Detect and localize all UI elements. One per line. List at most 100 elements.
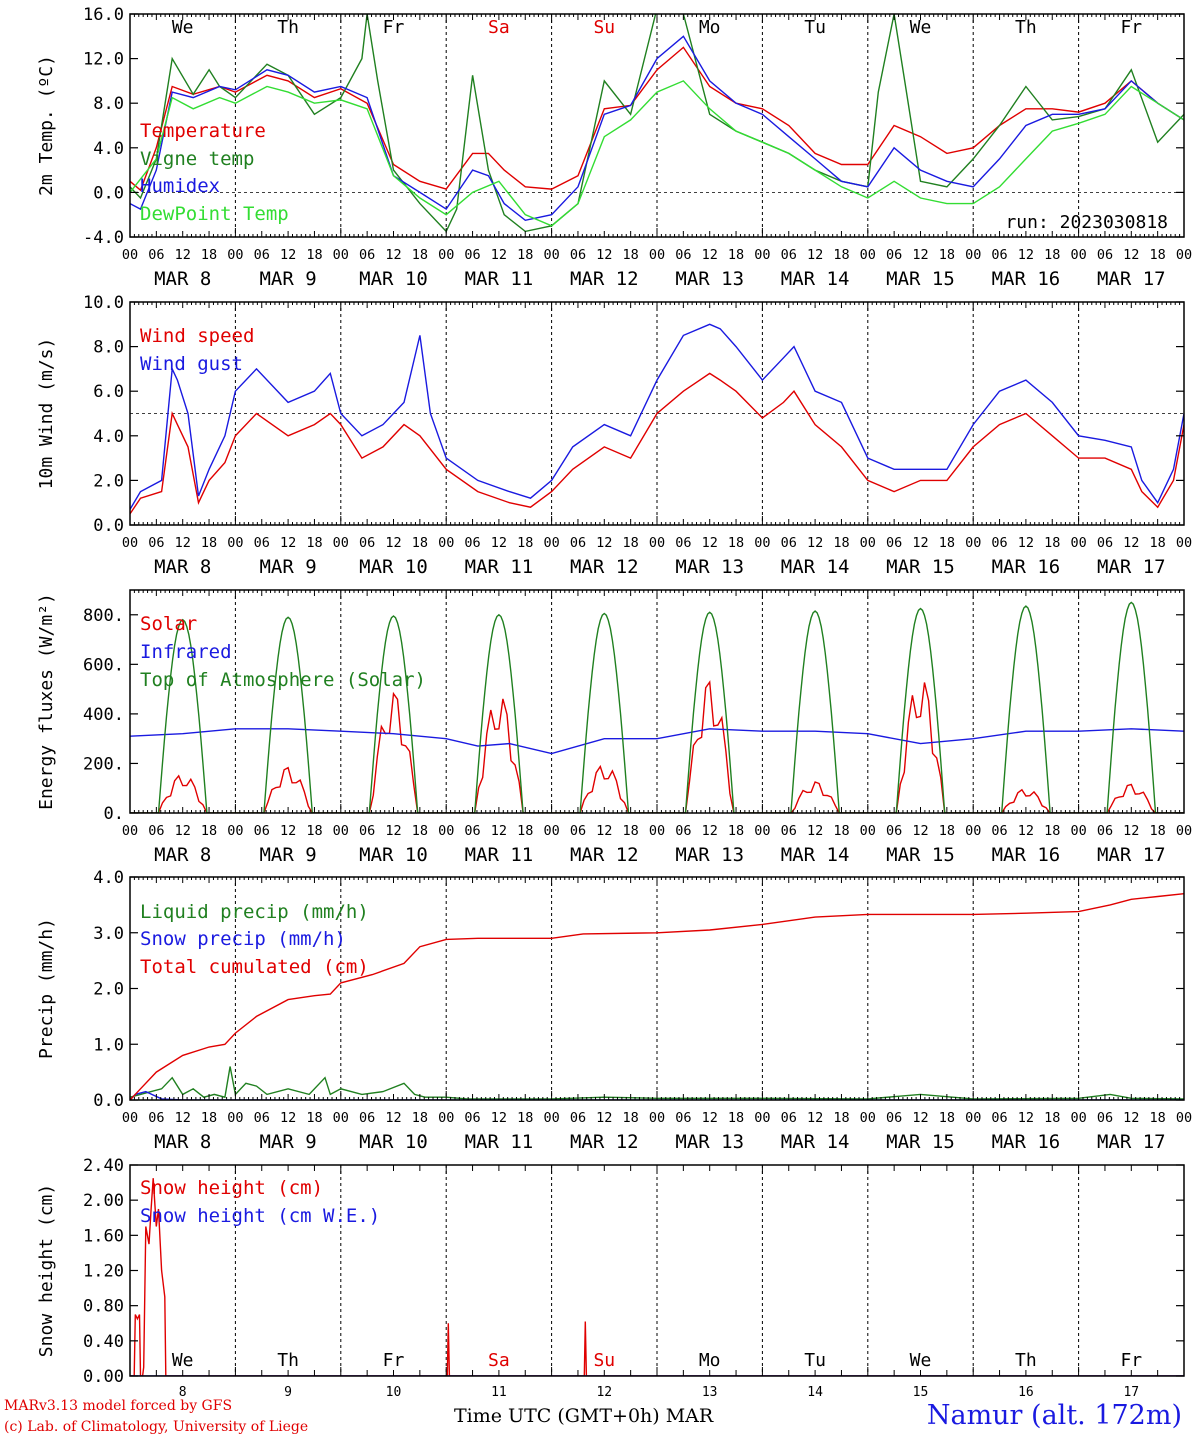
hour-tick-label: 06 [1097,247,1113,263]
hour-tick-label: 18 [1044,535,1060,551]
hour-tick-label: 00 [965,1110,981,1126]
date-label: MAR 9 [259,268,316,290]
hour-tick-label: 18 [623,535,639,551]
y-tick-label: 8.0 [93,338,124,358]
date-label: MAR 13 [675,1131,744,1153]
hour-tick-label: 06 [675,247,691,263]
date-label: MAR 15 [886,268,955,290]
day-of-week-label: Fr [1120,17,1142,38]
hour-tick-label: 18 [1044,823,1060,839]
hour-tick-label: 12 [280,1110,296,1126]
y-tick-label: 200. [83,754,124,774]
date-label: MAR 17 [1097,268,1166,290]
series-line-Total cumulated (cm) [130,893,1184,1100]
y-tick-label: 8.0 [93,94,124,114]
hour-tick-label: 18 [412,247,428,263]
date-label: MAR 10 [359,556,428,578]
hour-tick-label: 18 [728,247,744,263]
hour-tick-label: 00 [333,247,349,263]
hour-tick-label: 12 [1123,535,1139,551]
hour-tick-label: 00 [438,535,454,551]
hour-tick-label: 12 [912,535,928,551]
y-axis-title: Energy fluxes (W/m²) [36,593,57,810]
series-group [130,1178,1184,1376]
legend-entry: DewPoint Temp [140,203,289,225]
hour-tick-label: 06 [570,247,586,263]
legend-entry: Vigne temp [140,148,254,170]
hour-tick-label: 18 [939,535,955,551]
legend-entry: Solar [140,613,197,635]
hour-tick-label: 06 [886,1110,902,1126]
hour-tick-label: 00 [860,247,876,263]
date-label: MAR 14 [781,1131,850,1153]
day-of-week-label: We [910,1350,932,1371]
series-line-Vigne temp [130,14,1184,233]
hour-tick-label: 12 [807,823,823,839]
hour-tick-label: 18 [201,247,217,263]
y-tick-label: 0.00 [83,1367,124,1387]
hour-tick-label: 18 [939,247,955,263]
hour-tick-label: 06 [254,247,270,263]
date-label: MAR 15 [886,1131,955,1153]
date-label: MAR 17 [1097,1131,1166,1153]
hour-tick-label: 12 [702,535,718,551]
y-tick-label: 600. [83,655,124,675]
hour-tick-label: 12 [1018,823,1034,839]
y-tick-label: 6.0 [93,382,124,402]
hour-tick-label: 12 [175,1110,191,1126]
hour-tick-label: 06 [359,823,375,839]
hour-tick-label: 00 [965,535,981,551]
hour-tick-label: 18 [623,1110,639,1126]
hour-tick-label: 06 [1097,535,1113,551]
date-label: MAR 15 [886,844,955,866]
date-label: MAR 13 [675,844,744,866]
hour-tick-label: 18 [1150,535,1166,551]
hour-tick-label: 18 [1150,823,1166,839]
hour-tick-label: 06 [570,823,586,839]
y-tick-label: 400. [83,705,124,725]
hour-tick-label: 00 [122,823,138,839]
hour-tick-label: 00 [649,535,665,551]
hour-tick-label: 12 [912,823,928,839]
hour-tick-label: 00 [860,823,876,839]
legend-entry: Total cumulated (cm) [140,956,369,978]
legend-entry: Temperature [140,120,266,142]
hour-tick-label: 06 [1097,823,1113,839]
chart-panel-3: 0. 200. 400. 600. 800. Energy fluxes (W/m²) 00… [36,589,1192,866]
hour-tick-label: 12 [280,823,296,839]
hour-tick-label: 18 [833,535,849,551]
hour-tick-label: 18 [939,823,955,839]
hour-tick-label: 12 [491,247,507,263]
date-label: MAR 11 [465,268,534,290]
hour-tick-label: 12 [175,247,191,263]
hour-tick-label: 18 [728,823,744,839]
hour-tick-label: 12 [280,247,296,263]
hour-tick-label: 18 [306,823,322,839]
legend-entry: Wind speed [140,325,254,347]
date-label: MAR 17 [1097,556,1166,578]
hour-tick-label: 00 [1070,1110,1086,1126]
hour-tick-label: 12 [702,247,718,263]
day-of-week-label: We [910,17,932,38]
date-label: MAR 10 [359,268,428,290]
hour-tick-label: 06 [991,247,1007,263]
hour-tick-label: 06 [148,1110,164,1126]
day-of-week-label: Th [277,17,299,38]
hour-tick-label: 18 [623,823,639,839]
hour-tick-label: 00 [543,823,559,839]
hour-tick-label: 00 [754,535,770,551]
hour-tick-label: 18 [201,535,217,551]
date-label: MAR 13 [675,268,744,290]
hour-tick-label: 12 [1123,1110,1139,1126]
day-of-week-label: Sa [488,17,510,38]
hour-tick-label: 12 [807,535,823,551]
hour-tick-label: 06 [991,823,1007,839]
hour-tick-label: 12 [385,535,401,551]
hour-tick-label: 06 [570,535,586,551]
date-label: MAR 17 [1097,844,1166,866]
hour-tick-label: 00 [122,535,138,551]
date-label: MAR 11 [465,556,534,578]
date-label: MAR 14 [781,844,850,866]
hour-tick-label: 12 [491,823,507,839]
hour-tick-label: 00 [227,535,243,551]
